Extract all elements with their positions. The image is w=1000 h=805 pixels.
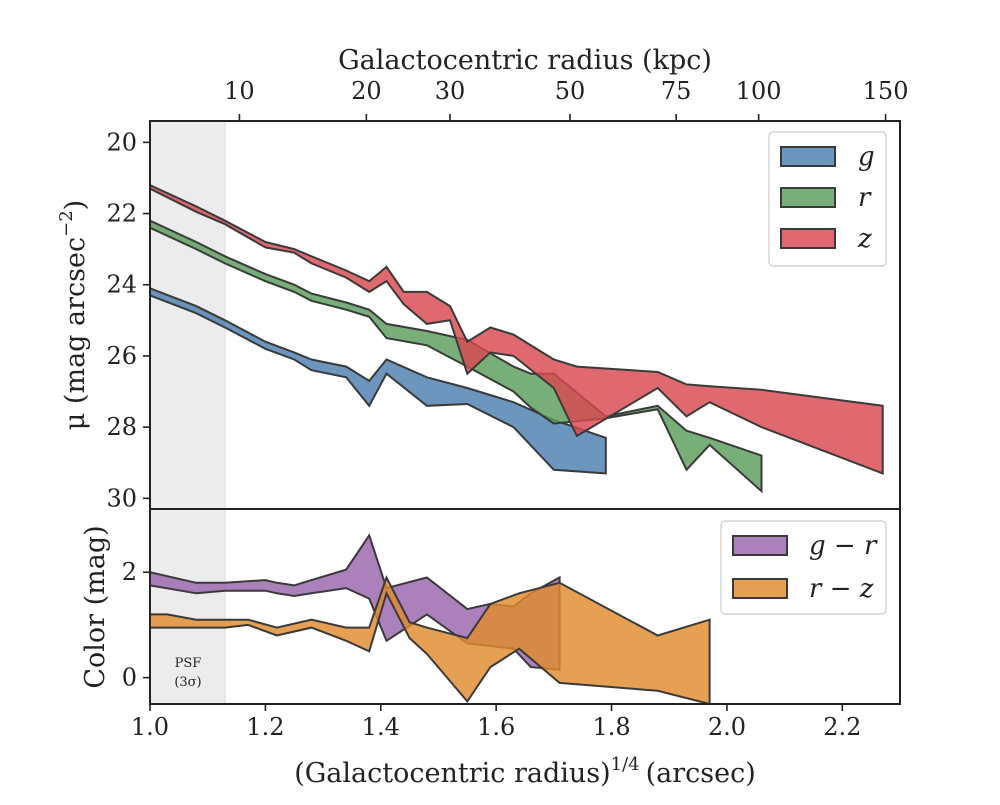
- bottom-legend-label-operator: −: [826, 531, 864, 561]
- bottom-axis-label-unit: (arcsec): [646, 758, 756, 789]
- top-panel-layer: [150, 183, 884, 494]
- color-y-tick-label: 2: [122, 558, 137, 586]
- surface-brightness-band-z: [150, 183, 884, 475]
- top-legend-swatch: [780, 146, 836, 167]
- bottom-y-axis-label: Color (mag): [80, 525, 111, 688]
- x-tick-label: 1.4: [362, 713, 400, 741]
- top-legend-label: r: [858, 183, 872, 213]
- bottom-legend-swatch: [732, 535, 788, 556]
- y-tick-label: 28: [106, 413, 137, 441]
- bottom-axis-label: (Galactocentric radius)1/4 (arcsec): [294, 754, 756, 789]
- bottom-legend-label: r − z: [809, 574, 874, 604]
- bottom-axis-label-sup: 1/4: [611, 754, 640, 775]
- top-legend-label: z: [857, 224, 872, 254]
- bottom-legend-label-part: g: [809, 531, 826, 561]
- bottom-legend-label: g − r: [809, 531, 878, 561]
- top-y-axis-label-sup: −2: [56, 210, 77, 237]
- axes-layer: 20 22 24 26 28 30 0 2 1.0 1.2 1.4 1.6 1.8 2.0 2.2 10 20 3…: [106, 77, 908, 741]
- top-x-tick-label: 100: [736, 77, 782, 105]
- top-y-axis-label: μ (mag arcsec−2): [56, 200, 91, 430]
- x-tick-label: 2.0: [708, 713, 746, 741]
- color-y-tick-label: 0: [122, 664, 137, 692]
- psf-label-line2: (3σ): [174, 675, 201, 690]
- y-tick-label: 30: [106, 484, 137, 512]
- x-tick-label: 1.6: [477, 713, 515, 741]
- surface-brightness-band-r: [150, 219, 763, 494]
- top-x-tick-label: 50: [555, 77, 586, 105]
- top-legend-label: g: [858, 142, 875, 172]
- y-tick-label: 26: [106, 342, 137, 370]
- x-tick-label: 2.2: [823, 713, 861, 741]
- x-tick-label: 1.0: [131, 713, 169, 741]
- color-band-rz: [150, 574, 711, 704]
- surface-brightness-band-g: [150, 287, 607, 475]
- bottom-legend-label-part: r: [809, 574, 823, 604]
- top-y-axis-label-close: ): [60, 200, 91, 211]
- top-y-axis-label-main: μ (mag arcsec: [60, 237, 91, 430]
- top-x-tick-label: 30: [435, 77, 466, 105]
- bottom-panel-frame: [149, 508, 901, 705]
- bottom-legend-label-part: z: [859, 574, 874, 604]
- bottom-legend-label-part: r: [864, 531, 878, 561]
- top-x-tick-label: 20: [351, 77, 382, 105]
- top-x-tick-label: 75: [661, 77, 692, 105]
- y-tick-label: 22: [106, 200, 137, 228]
- bottom-axis-label-main: (Galactocentric radius): [294, 758, 610, 789]
- top-axis-label: Galactocentric radius (kpc): [338, 45, 712, 76]
- x-tick-label: 1.8: [592, 713, 630, 741]
- bottom-legend-swatch: [732, 578, 788, 599]
- y-tick-label: 24: [106, 271, 137, 299]
- top-legend-swatch: [780, 228, 836, 249]
- top-x-tick-label: 150: [863, 77, 909, 105]
- top-x-tick-label: 10: [224, 77, 255, 105]
- bottom-panel-layer: [150, 533, 711, 704]
- psf-label-line1: PSF: [175, 656, 202, 671]
- bottom-legend-label-operator: −: [821, 574, 859, 604]
- y-tick-label: 20: [106, 128, 137, 156]
- top-legend-swatch: [780, 187, 836, 208]
- x-tick-label: 1.2: [246, 713, 284, 741]
